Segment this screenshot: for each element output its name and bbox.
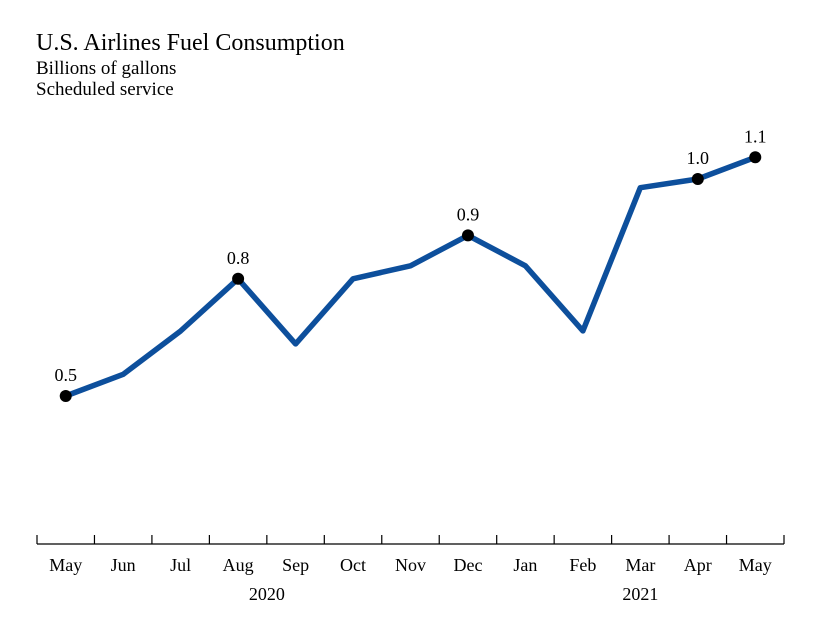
data-label: 0.5 (54, 365, 77, 385)
x-tick-label: Nov (395, 555, 426, 575)
x-tick-label: Sep (282, 555, 309, 575)
chart-subtitle-service: Scheduled service (36, 79, 174, 101)
x-tick-label: Apr (684, 555, 712, 575)
chart-title-block: U.S. Airlines Fuel Consumption Billions … (36, 30, 345, 101)
data-point-marker (691, 172, 704, 185)
x-tick-label: Jan (513, 555, 537, 575)
x-year-label: 2020 (249, 584, 285, 604)
x-tick-label: May (739, 555, 772, 575)
chart-title: U.S. Airlines Fuel Consumption (36, 30, 345, 56)
x-tick-label: Mar (625, 555, 655, 575)
data-point-marker (232, 272, 245, 285)
data-point-marker (749, 151, 762, 164)
series-line (62, 154, 759, 399)
chart-subtitle-units: Billions of gallons (36, 57, 177, 79)
data-label: 0.8 (227, 248, 250, 268)
x-tick-label: May (49, 555, 82, 575)
x-tick-label: Jul (170, 555, 191, 575)
x-tick-label: Jun (111, 555, 136, 575)
x-tick-label: Oct (340, 555, 366, 575)
x-tick-label: Feb (569, 555, 596, 575)
data-point-marker (461, 229, 474, 242)
data-label: 1.1 (744, 126, 767, 146)
data-label: 1.0 (687, 148, 710, 168)
x-year-label: 2021 (622, 584, 658, 604)
x-tick-label: Dec (453, 555, 482, 575)
data-label: 0.9 (457, 204, 480, 224)
data-point-marker (59, 389, 72, 402)
x-tick-label: Aug (223, 555, 254, 575)
